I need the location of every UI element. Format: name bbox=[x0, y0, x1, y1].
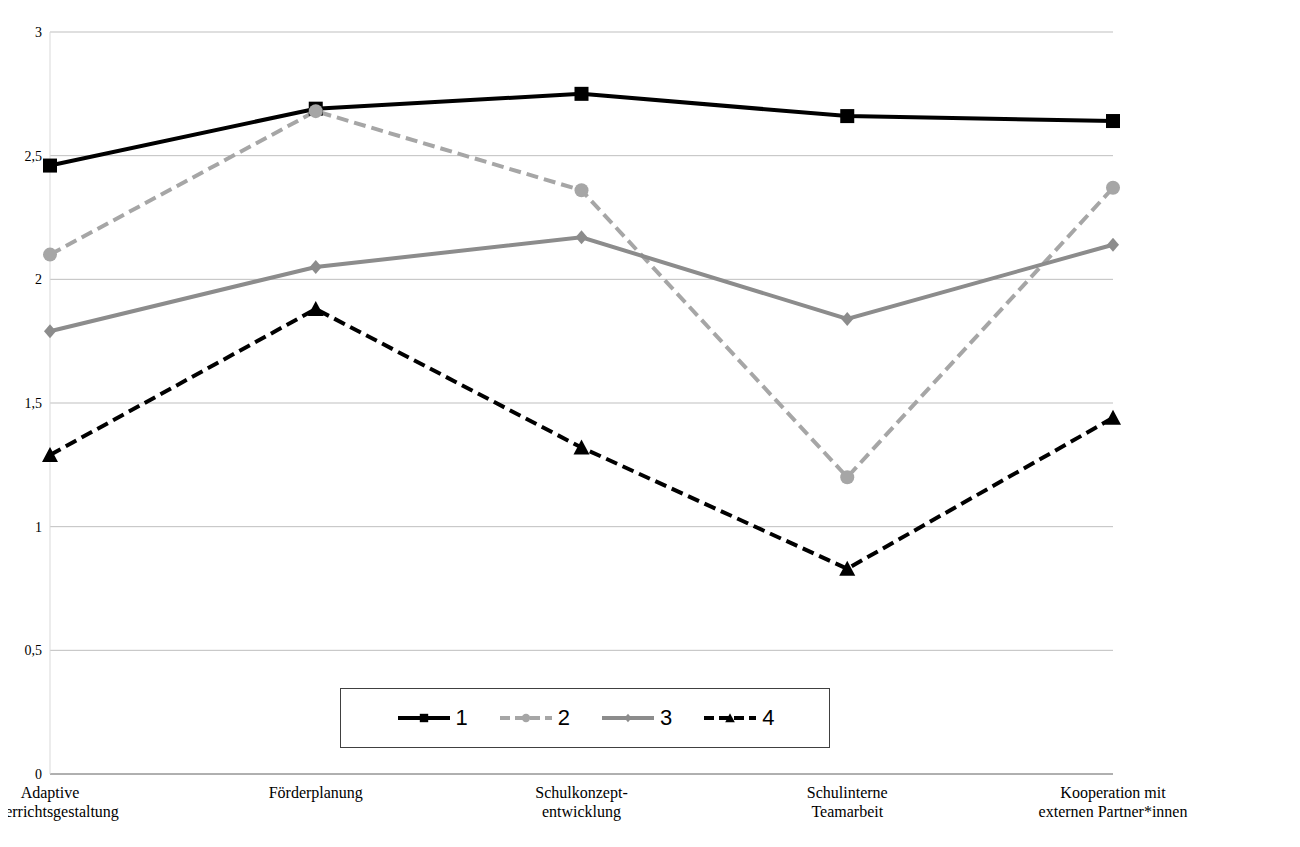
svg-text:1: 1 bbox=[35, 520, 42, 535]
svg-text:2,5: 2,5 bbox=[25, 149, 43, 164]
html-text:3: 3 bbox=[660, 705, 673, 730]
svg-text:Förderplanung: Förderplanung bbox=[269, 784, 363, 802]
svg-text:AdaptiveUnterrichtsgestaltung: AdaptiveUnterrichtsgestaltung bbox=[8, 784, 119, 821]
svg-text:SchulinterneTeamarbeit: SchulinterneTeamarbeit bbox=[807, 784, 888, 820]
html-text:2: 2 bbox=[557, 705, 570, 730]
html-text:1: 1 bbox=[455, 705, 468, 730]
svg-text:Schulkonzept-entwicklung: Schulkonzept-entwicklung bbox=[535, 784, 627, 821]
svg-text:0: 0 bbox=[35, 767, 42, 782]
svg-text:Kooperation mitexternen Partne: Kooperation mitexternen Partner*innen bbox=[1039, 784, 1188, 820]
html-text:4: 4 bbox=[762, 705, 775, 730]
svg-text:2: 2 bbox=[35, 272, 42, 287]
svg-text:1,5: 1,5 bbox=[25, 396, 43, 411]
svg-text:0,5: 0,5 bbox=[25, 643, 43, 658]
svg-text:3: 3 bbox=[35, 25, 42, 40]
